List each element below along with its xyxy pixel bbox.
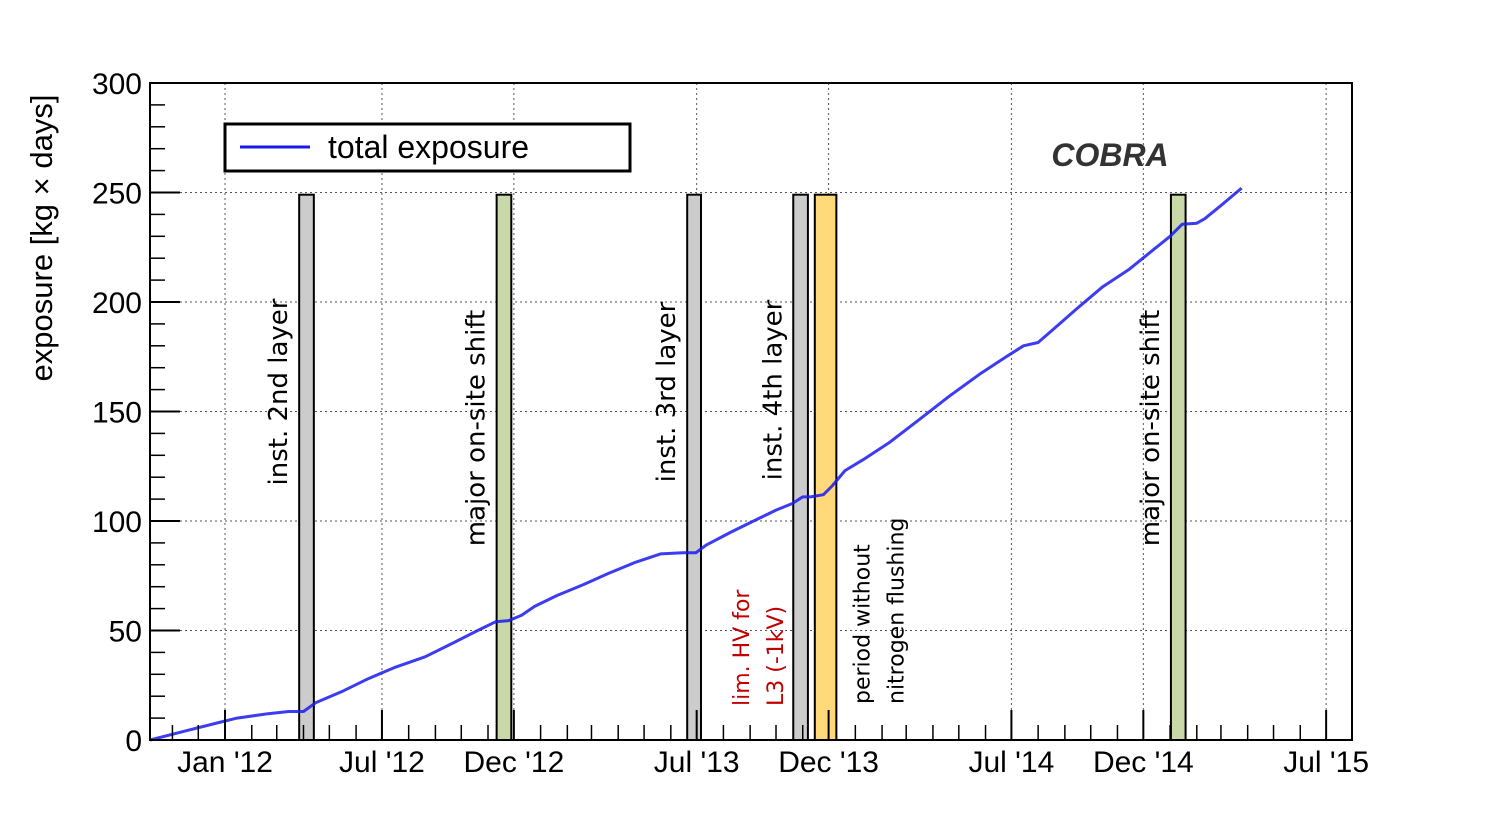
event-band-1 bbox=[298, 193, 315, 741]
band-label: nitrogen flushing bbox=[884, 518, 909, 704]
y-tick-label: 300 bbox=[92, 68, 142, 101]
band-label: major on-site shift bbox=[462, 310, 492, 546]
y-axis-title: exposure [kg × days] bbox=[24, 95, 59, 382]
event-band-3 bbox=[686, 193, 702, 741]
x-tick-label: Jul '15 bbox=[1283, 746, 1369, 779]
grid-lines bbox=[150, 83, 1352, 740]
x-tick-label: Jul '13 bbox=[654, 746, 740, 779]
x-tick-label: Jul '14 bbox=[969, 746, 1055, 779]
hv-note-text: lim. HV for bbox=[730, 589, 755, 706]
event-band-4 bbox=[792, 193, 809, 741]
axis-ticks: 0 50 100 150 200 250 300 Jan '12 Jul '12 Dec '12 J… bbox=[92, 68, 1369, 779]
event-band-6 bbox=[1169, 193, 1187, 741]
legend-label: total exposure bbox=[328, 129, 529, 165]
y-tick-label: 0 bbox=[125, 725, 142, 758]
band-label: inst. 2nd layer bbox=[264, 298, 294, 485]
series-layer bbox=[149, 186, 1243, 742]
y-tick-label: 50 bbox=[109, 616, 142, 649]
annotations: inst. 2nd layer major on-site shift inst. … bbox=[264, 298, 1166, 706]
band-label: inst. 4th layer bbox=[758, 299, 788, 480]
brand-label: COBRA bbox=[1051, 137, 1168, 173]
band-label: period without bbox=[850, 544, 875, 704]
y-tick-label: 100 bbox=[92, 506, 142, 539]
event-band-5 bbox=[813, 193, 838, 741]
legend: total exposure bbox=[223, 122, 632, 173]
y-tick-label: 200 bbox=[92, 287, 142, 320]
x-tick-label: Dec '13 bbox=[778, 746, 879, 779]
band-label: inst. 3rd layer bbox=[652, 301, 682, 482]
y-tick-label: 150 bbox=[92, 397, 142, 430]
band-label: major on-site shift bbox=[1136, 310, 1166, 546]
x-tick-label: Jan '12 bbox=[177, 746, 273, 779]
event-band-2 bbox=[495, 193, 513, 741]
series-line-total-exposure bbox=[149, 186, 1243, 742]
x-tick-label: Dec '12 bbox=[463, 746, 564, 779]
y-tick-label: 250 bbox=[92, 178, 142, 211]
x-tick-label: Dec '14 bbox=[1093, 746, 1194, 779]
hv-note-text: L3 (-1kV) bbox=[764, 606, 789, 706]
x-tick-label: Jul '12 bbox=[339, 746, 425, 779]
